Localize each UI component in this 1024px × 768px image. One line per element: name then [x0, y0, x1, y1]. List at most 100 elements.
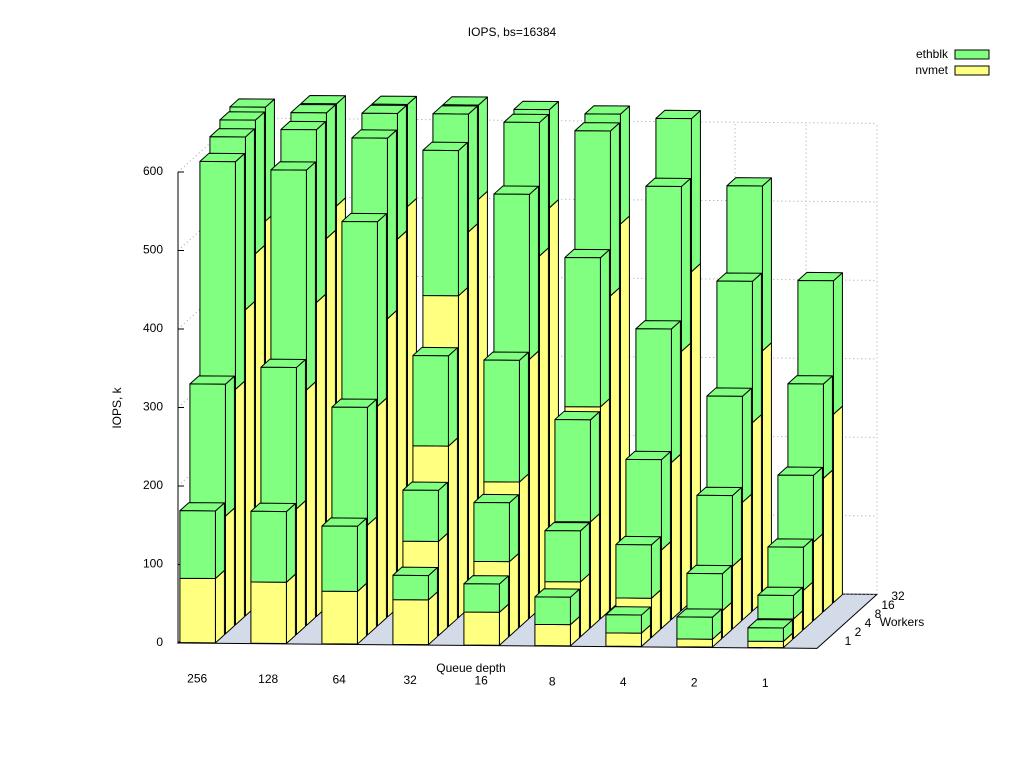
bar-side [802, 538, 813, 591]
bar [686, 564, 732, 612]
bar-side [386, 310, 397, 618]
bar [341, 212, 387, 407]
bar [321, 582, 367, 645]
bar-side [528, 185, 539, 360]
z-tick-label: 300 [143, 400, 163, 414]
bar-front [635, 328, 672, 463]
z-tick-label: 400 [143, 321, 163, 335]
bar-side [477, 96, 488, 200]
bar-front [747, 627, 784, 642]
bar-side [214, 569, 225, 644]
bar-front [250, 510, 287, 583]
bar-side [599, 249, 610, 408]
bar-side [285, 573, 296, 644]
legend-label: nvmet [915, 63, 948, 77]
bar-front [179, 510, 216, 579]
bar-side [660, 451, 671, 551]
bar [189, 375, 235, 517]
bar [716, 272, 762, 424]
bar-side [234, 153, 245, 390]
bar-front [412, 355, 449, 447]
bar [473, 493, 519, 563]
bar-front [564, 256, 601, 408]
bar-front [463, 611, 500, 646]
z-tick-label: 0 [156, 635, 163, 649]
bar-side [609, 122, 620, 297]
bar-side [670, 453, 681, 620]
bar [463, 575, 509, 613]
bar [676, 608, 722, 640]
bar-side [234, 380, 245, 626]
bar-side [406, 95, 417, 208]
bar-front [331, 406, 368, 526]
bar [412, 346, 458, 447]
z-axis-title: IOPS, k [110, 386, 124, 428]
bar-front [392, 599, 429, 646]
bar-side [325, 104, 336, 240]
x-tick-label: 16 [474, 674, 488, 688]
bar-side [690, 110, 701, 273]
bar-side [224, 375, 235, 517]
bar-side [224, 507, 235, 635]
x-tick-label: 2 [691, 676, 698, 690]
bar-side [285, 502, 296, 583]
bar-side [741, 493, 752, 621]
legend-swatch [954, 65, 990, 76]
bar-side [832, 405, 843, 604]
bar [250, 502, 296, 583]
bar-front [321, 525, 358, 592]
bar-side [305, 161, 316, 391]
bar [615, 535, 661, 599]
bar-side [467, 105, 478, 233]
bar-front [250, 581, 287, 644]
bar-front [615, 544, 652, 599]
bar-front [341, 220, 378, 407]
bar-side [731, 487, 742, 567]
bar [747, 619, 793, 642]
bar-side [822, 375, 833, 479]
bar [250, 573, 296, 644]
bar-side [731, 557, 742, 630]
bar [767, 538, 813, 591]
bar-side [295, 500, 306, 635]
bar [199, 152, 245, 390]
bar-side [335, 95, 346, 207]
bar [483, 351, 529, 483]
bar-side [427, 591, 438, 646]
bar-front [544, 530, 581, 583]
bar-side [812, 466, 823, 543]
bar-side [660, 541, 671, 629]
bar-side [508, 494, 519, 563]
bar-side [457, 141, 468, 297]
bar-side [447, 437, 458, 628]
bar [564, 248, 610, 408]
x-tick-label: 8 [549, 674, 556, 688]
bar-side [366, 516, 377, 636]
bar-front [554, 419, 591, 523]
bar-front [777, 474, 814, 543]
x-tick-label: 32 [403, 673, 417, 687]
bar-front [757, 594, 794, 620]
bar-front [787, 383, 824, 479]
bar-side [579, 573, 590, 638]
z-tick-label: 100 [143, 557, 163, 571]
z-tick-label: 200 [143, 478, 163, 492]
bar-front [676, 616, 713, 640]
bar-side [295, 358, 306, 510]
bar [331, 398, 377, 526]
bar-front [483, 359, 520, 483]
bar-front [706, 395, 743, 503]
bar-front [321, 590, 358, 645]
bar-side [214, 502, 225, 579]
bar-front [696, 494, 733, 567]
z-tick-label: 600 [143, 164, 163, 178]
bar-side [437, 532, 448, 637]
bar [706, 387, 752, 503]
x-tick-label: 256 [187, 671, 207, 685]
bar [635, 320, 681, 463]
bar-side [832, 272, 843, 415]
bar-side [548, 101, 559, 209]
bar [493, 185, 539, 360]
y-tick-label: 32 [891, 589, 905, 603]
